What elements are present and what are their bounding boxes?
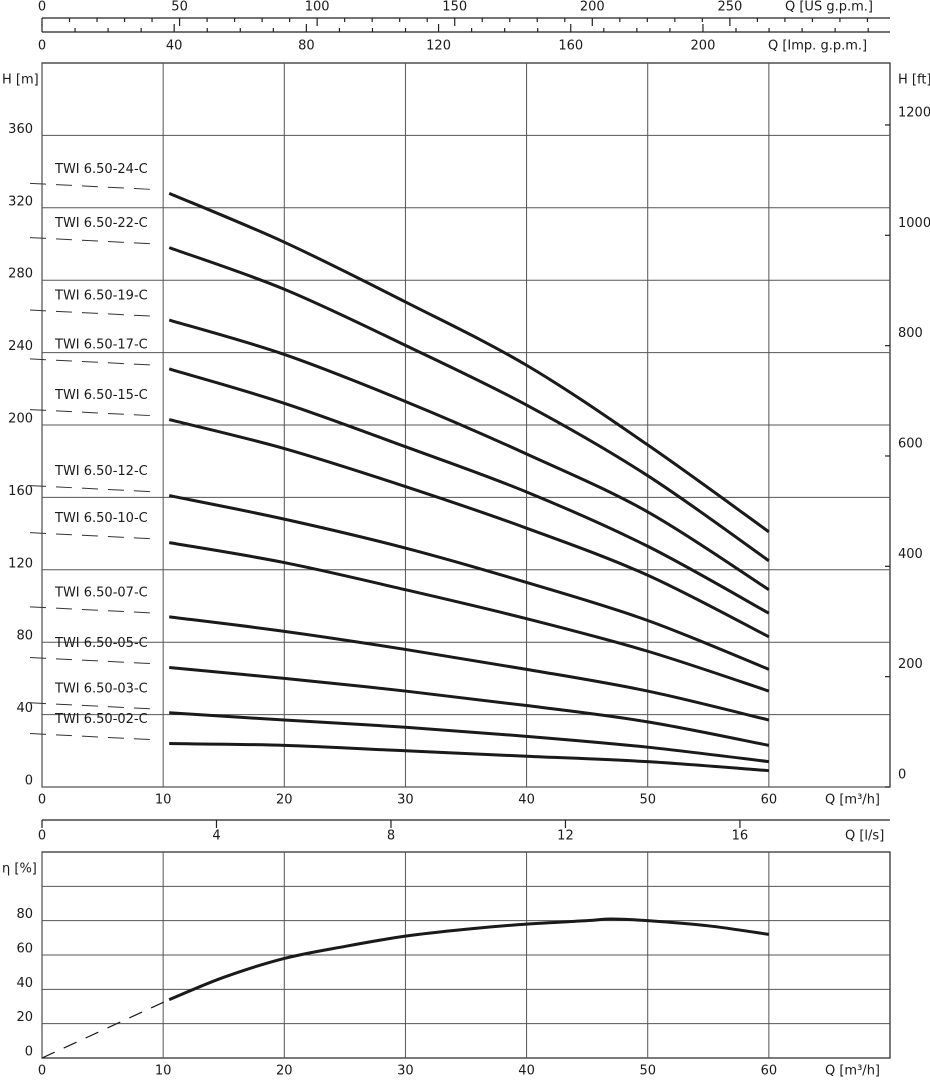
curve [168,191,770,534]
curve [168,917,770,1002]
top-axis-tick-label: 16 [732,829,749,844]
curve [169,615,770,722]
curve [41,999,170,1059]
x-axis-title: Q [m³/h] [825,793,880,808]
curve-label: TWI 6.50-24-C [54,162,148,177]
curve-label: TWI 6.50-12-C [54,464,148,479]
x-tick-label: 60 [761,1064,778,1079]
x-axis-title: Q [m³/h] [825,1064,880,1079]
y2-axis-title: H [ft] [898,73,930,88]
top-axis-tick-label: 250 [717,0,742,15]
curve [168,541,770,693]
top-axis-tick-label: 0 [38,0,46,15]
x-tick-label: 40 [518,793,535,808]
x-tick-label: 0 [38,1064,46,1079]
top-axis-tick-label: 200 [691,39,716,54]
y2-tick-label: 600 [898,436,923,451]
y-axis-title: η [%] [2,862,37,877]
top-axis-tick-label: 160 [558,39,583,54]
curve-label: TWI 6.50-05-C [54,636,148,651]
top-axis-tick-label: 50 [171,0,188,15]
y-tick-label: 240 [8,339,33,354]
label-leader [29,358,151,366]
x-tick-label: 30 [397,793,414,808]
curve-label: TWI 6.50-07-C [54,585,148,600]
y-tick-label: 200 [8,412,33,427]
y-axis-title: H [m] [2,73,39,88]
x-tick-label: 0 [38,793,46,808]
curve-label: TWI 6.50-03-C [54,681,148,696]
top-axis-tick-label: 100 [305,0,330,15]
curve-label: TWI 6.50-17-C [54,337,148,352]
x-tick-label: 30 [397,1064,414,1079]
x-tick-label: 50 [639,1064,656,1079]
curve [169,711,770,764]
top-axis-tick-label: 150 [442,0,467,15]
curve [168,418,770,639]
y2-tick-label: 400 [898,547,923,562]
y-tick-label: 60 [16,942,33,957]
y-tick-label: 80 [16,629,33,644]
y2-tick-label: 1000 [898,216,930,231]
y-tick-label: 40 [16,976,33,991]
top-axis-tick-label: 200 [580,0,605,15]
y-tick-label: 80 [16,907,33,922]
label-leader [29,606,151,614]
label-leader [29,485,151,493]
x-tick-label: 20 [276,1064,293,1079]
curve [168,318,770,591]
y-tick-label: 20 [16,1010,33,1025]
y-tick-label: 360 [8,122,33,137]
top-axis-tick-label: 12 [557,829,574,844]
curve-label: TWI 6.50-15-C [54,388,148,403]
x-tick-label: 20 [276,793,293,808]
top-axis-tick-label: 120 [426,39,451,54]
x-tick-label: 50 [639,793,656,808]
curve-label: TWI 6.50-19-C [54,289,148,304]
y2-tick-label: 0 [898,768,906,783]
label-leader [29,182,151,190]
y-tick-label: 320 [8,194,33,209]
label-leader [29,733,151,741]
x-tick-label: 10 [155,1064,172,1079]
curve-label: TWI 6.50-02-C [54,712,148,727]
y-tick-label: 0 [25,1045,33,1060]
curve-label: TWI 6.50-10-C [54,511,148,526]
label-leader [29,309,151,317]
label-leader [29,532,151,540]
curve [169,742,769,773]
top-axis-title: Q [l/s] [845,829,884,844]
top-axis-tick-label: 80 [298,39,315,54]
top-axis-tick-label: 8 [387,829,395,844]
y2-tick-label: 800 [898,326,923,341]
y-tick-label: 120 [8,556,33,571]
y2-tick-label: 200 [898,657,923,672]
curve [169,666,770,747]
label-leader [29,409,151,417]
y-tick-label: 0 [25,774,33,789]
top-axis-title: Q [US g.p.m.] [785,0,873,15]
y-tick-label: 280 [8,267,33,282]
curve [168,246,770,562]
top-axis-tick-label: 0 [38,829,46,844]
curve-label: TWI 6.50-22-C [54,216,148,231]
curve [168,494,770,671]
x-tick-label: 60 [761,793,778,808]
y2-tick-label: 1200 [898,105,930,120]
x-tick-label: 40 [518,1064,535,1079]
label-leader [29,657,151,665]
top-axis-tick-label: 4 [212,829,220,844]
y-tick-label: 40 [16,701,33,716]
curve [168,367,770,615]
label-leader [29,702,151,710]
top-axis-tick-label: 40 [166,39,183,54]
top-axis-tick-label: 0 [38,39,46,54]
y-tick-label: 160 [8,484,33,499]
x-tick-label: 10 [155,793,172,808]
top-axis-title: Q [Imp. g.p.m.] [768,39,867,54]
label-leader [29,237,151,245]
